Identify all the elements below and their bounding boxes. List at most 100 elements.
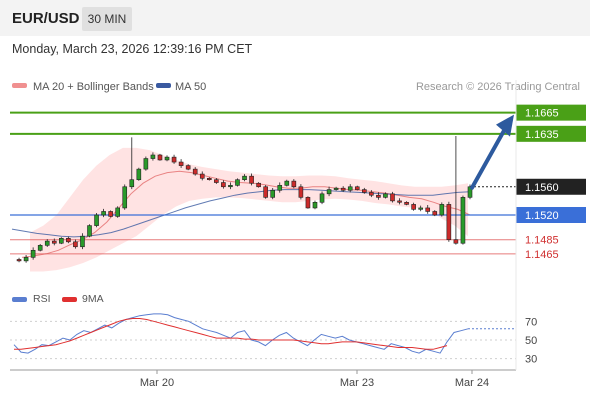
candle — [143, 156, 149, 171]
price-level-1.1635: 1.1635 — [10, 125, 586, 142]
candle — [87, 224, 92, 238]
x-axis: Mar 20 Mar 23 Mar 24 — [140, 370, 489, 389]
rsi-legend-swatch — [12, 297, 27, 302]
forecast-arrow-shaft — [470, 128, 506, 190]
price-level-1.1560: 1.1560 — [470, 178, 586, 195]
candle — [157, 153, 163, 161]
bollinger-legend-label: MA 20 + Bollinger Bands — [33, 81, 154, 93]
candle — [206, 177, 212, 181]
header-bar: EUR/USD 30 MIN — [0, 0, 590, 36]
candle — [136, 167, 142, 181]
candle — [467, 184, 473, 200]
level-label: 1.1665 — [525, 108, 559, 120]
candle — [354, 185, 360, 191]
candle — [80, 233, 85, 250]
rsi-tick-label: 30 — [525, 354, 537, 366]
rsi-line — [13, 313, 469, 354]
level-label: 1.1485 — [525, 235, 559, 247]
candle — [439, 202, 445, 217]
candle — [291, 179, 297, 189]
candle — [44, 239, 50, 247]
ma50-legend-label: MA 50 — [175, 81, 206, 93]
rsi-panel: 70 50 30 — [10, 313, 537, 366]
level-label: 1.1520 — [525, 210, 559, 222]
candle — [432, 210, 438, 217]
candle — [397, 198, 402, 205]
datetime-label: Monday, March 23, 2026 12:39:16 PM CET — [12, 42, 253, 56]
candle — [115, 206, 120, 218]
candle — [319, 191, 325, 205]
rsi-ma-legend-swatch — [62, 297, 77, 302]
candle — [369, 190, 374, 198]
candle — [23, 255, 29, 263]
candle — [101, 208, 106, 218]
candle — [305, 196, 311, 209]
forecast-arrow-head — [496, 114, 514, 137]
bollinger-legend-swatch — [12, 83, 27, 88]
candle — [150, 152, 156, 161]
candle — [453, 135, 459, 245]
forecast-arrow — [470, 114, 514, 190]
candlestick-series — [16, 135, 473, 263]
rsi-tick-label: 50 — [525, 335, 537, 347]
candle — [178, 159, 184, 168]
timeframe-button[interactable]: 30 MIN — [82, 7, 132, 31]
candle — [129, 137, 135, 190]
rsi-ma-line — [14, 318, 448, 350]
candle — [333, 186, 339, 191]
candle — [390, 191, 395, 203]
candle — [171, 154, 177, 164]
candle — [164, 155, 170, 162]
x-tick-label: Mar 20 — [140, 377, 174, 389]
candle — [270, 187, 276, 200]
level-label: 1.1465 — [525, 249, 559, 261]
candle — [108, 210, 113, 218]
candle — [298, 184, 304, 200]
ma50-legend-swatch — [156, 83, 171, 88]
candle — [73, 239, 78, 249]
x-tick-label: Mar 24 — [455, 377, 489, 389]
candle — [362, 187, 367, 194]
candle — [376, 192, 381, 200]
price-level-1.1665: 1.1665 — [10, 104, 586, 121]
credit-label: Research © 2026 Trading Central — [416, 81, 580, 93]
candle — [30, 247, 36, 260]
candle — [277, 182, 283, 193]
candle — [242, 174, 247, 182]
price-levels: 1.1665 1.1635 1.1560 1.1520 1.1485 1.1465 — [10, 104, 586, 261]
candle — [460, 195, 466, 245]
candle — [122, 184, 128, 210]
candle — [347, 184, 353, 193]
candle — [326, 186, 332, 197]
candle — [37, 243, 43, 252]
rsi-tick-label: 70 — [525, 316, 537, 328]
candle — [418, 205, 423, 212]
candle — [214, 178, 219, 184]
candle — [235, 178, 240, 187]
candle — [51, 238, 57, 246]
rsi-ma-legend-label: 9MA — [82, 293, 104, 305]
candle — [411, 202, 416, 211]
candle — [404, 201, 409, 206]
candle — [383, 192, 388, 199]
candle — [263, 185, 268, 199]
price-level-1.1485: 1.1485 — [10, 235, 559, 247]
candle — [249, 173, 254, 186]
candle — [312, 200, 318, 210]
candle — [16, 257, 22, 263]
candle — [221, 180, 226, 189]
candle — [59, 237, 64, 245]
level-label: 1.1635 — [525, 129, 559, 141]
candle — [192, 167, 198, 176]
candle — [284, 179, 290, 187]
candle — [94, 212, 99, 228]
level-label: 1.1560 — [525, 182, 559, 194]
candle — [446, 201, 452, 242]
candle — [340, 186, 346, 192]
rsi-legend-label: RSI — [33, 293, 51, 305]
candle — [185, 164, 191, 171]
candle — [425, 205, 431, 214]
bollinger-band-fill — [30, 147, 468, 272]
candle — [228, 182, 233, 190]
